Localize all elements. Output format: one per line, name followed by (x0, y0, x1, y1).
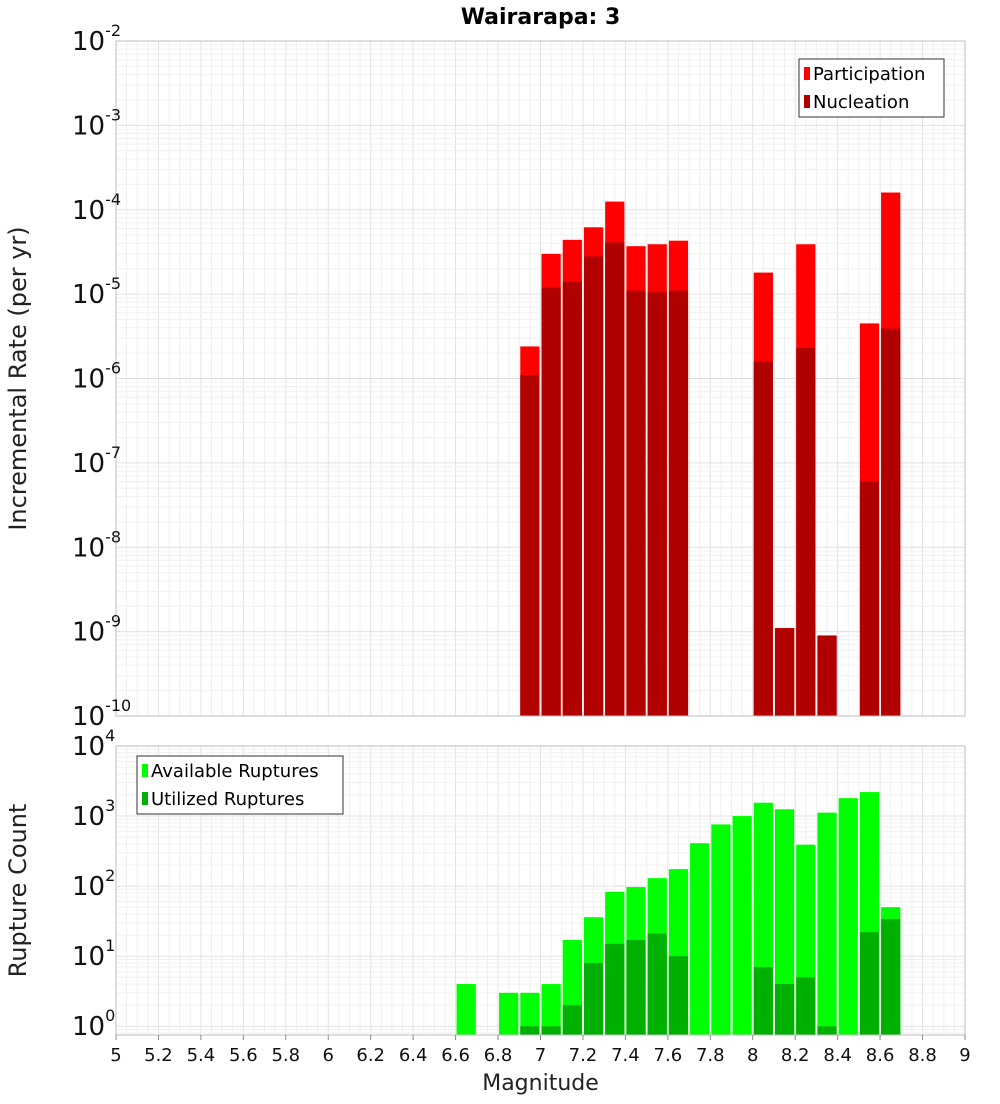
rate-legend-swatch (804, 95, 810, 108)
count-bar (541, 1026, 561, 1035)
x-tick-label: 8 (747, 1045, 758, 1066)
rate-bar (520, 375, 540, 716)
count-bar (774, 984, 795, 1035)
x-tick-label: 5 (110, 1045, 121, 1066)
rate-y-tick-label: 10-7 (72, 443, 121, 479)
rate-y-tick-label: 10-9 (72, 612, 121, 648)
x-tick-label: 7.6 (654, 1045, 683, 1066)
count-bar (520, 992, 540, 1035)
rate-bar (859, 481, 880, 716)
rate-bar (583, 256, 604, 716)
bottom-panel-count-chart: 104 103 102 101 100 5 5.2 5.4 5.6 5.8 6 6.2 6.4 6.6 6.… (4, 726, 971, 1096)
rate-legend-swatch (804, 67, 810, 80)
count-bar (626, 940, 646, 1035)
count-bar (838, 798, 858, 1035)
count-legend: Available Ruptures Utilized Ruptures (136, 755, 344, 815)
rate-bar (562, 281, 582, 716)
rate-bar (605, 242, 625, 716)
x-tick-label: 5.2 (144, 1045, 173, 1066)
top-panel-rate-chart: 10-2 10-3 10-4 10-5 10-6 10-7 10-8 10-9 10-10 Wai… (4, 5, 966, 732)
count-bar (647, 933, 667, 1035)
count-bar (499, 992, 519, 1035)
count-bar (817, 812, 837, 1035)
rate-grid (115, 40, 966, 717)
rate-legend: Participation Nucleation (798, 58, 945, 118)
x-tick-label: 8.8 (908, 1045, 937, 1066)
count-bar (753, 967, 773, 1035)
count-y-tick-label: 101 (72, 936, 115, 972)
x-tick-label: 5.4 (187, 1045, 216, 1066)
rate-y-tick-label: 10-5 (72, 274, 121, 310)
count-bar (774, 809, 795, 1035)
x-tick-label: 6.2 (356, 1045, 385, 1066)
count-y-axis-label: Rupture Count (4, 804, 32, 978)
count-legend-box (136, 755, 344, 815)
x-tick-label: 7.4 (611, 1045, 640, 1066)
x-tick-label: 6 (323, 1045, 334, 1066)
rate-bar (668, 290, 689, 716)
rate-bar (817, 635, 837, 716)
rate-bar (881, 328, 901, 716)
count-bar (541, 984, 561, 1035)
rate-legend-label: Participation (813, 64, 925, 85)
count-legend-swatch (142, 792, 148, 805)
x-tick-label: 8.6 (866, 1045, 895, 1066)
rate-bar (647, 292, 667, 716)
count-legend-label: Available Ruptures (151, 761, 319, 782)
x-axis-label: Magnitude (482, 1071, 599, 1096)
count-y-tick-label: 103 (72, 796, 115, 832)
count-bar (796, 977, 816, 1035)
x-tick-label: 6.4 (399, 1045, 428, 1066)
rate-y-tick-label: 10-2 (72, 21, 121, 57)
count-bar (690, 843, 710, 1035)
rate-y-tick-label: 10-8 (72, 527, 121, 563)
x-tick-label: 6.8 (484, 1045, 513, 1066)
count-bar (583, 962, 604, 1035)
rate-y-tick-label: 10-6 (72, 359, 121, 395)
rate-y-axis-label: Incremental Rate (per yr) (4, 226, 32, 530)
count-legend-swatch (142, 764, 148, 777)
rate-legend-label: Nucleation (813, 92, 909, 113)
rate-y-tick-label: 10-10 (72, 696, 131, 732)
count-bar (520, 1026, 540, 1035)
x-tick-label: 9 (959, 1045, 970, 1066)
rate-bar (753, 361, 773, 716)
count-y-tick-label: 102 (72, 866, 115, 902)
x-tick-label: 6.6 (441, 1045, 470, 1066)
count-bar (562, 1005, 582, 1035)
rate-series-nucleation (520, 242, 901, 716)
count-bar (817, 1026, 837, 1035)
x-tick-label: 7 (535, 1045, 546, 1066)
rate-y-tick-label: 10-3 (72, 105, 121, 141)
count-bar (605, 943, 625, 1035)
count-bar (456, 984, 476, 1035)
count-bar (668, 956, 689, 1035)
count-y-tick-label: 100 (72, 1006, 115, 1042)
rate-y-tick-label: 10-4 (72, 190, 121, 226)
x-tick-label: 5.8 (271, 1045, 300, 1066)
count-bar (711, 824, 731, 1035)
chart-title: Wairarapa: 3 (461, 5, 621, 30)
count-series-utilized-ruptures (520, 918, 901, 1035)
x-tick-label: 7.8 (696, 1045, 725, 1066)
rate-bar (774, 628, 795, 716)
x-tick-label: 7.2 (569, 1045, 598, 1066)
count-bar (859, 932, 880, 1035)
rate-bar (541, 287, 561, 716)
rate-legend-box (798, 58, 945, 118)
rate-bar (626, 290, 646, 716)
x-tick-label: 8.4 (823, 1045, 852, 1066)
count-y-tick-label: 104 (72, 726, 115, 762)
x-tick-label: 8.2 (781, 1045, 810, 1066)
rate-plot-border (115, 40, 966, 717)
count-bar (732, 816, 752, 1035)
x-tick-label: 5.6 (229, 1045, 258, 1066)
rate-bar (796, 347, 816, 716)
count-bar (881, 918, 901, 1035)
count-legend-label: Utilized Ruptures (151, 789, 304, 810)
